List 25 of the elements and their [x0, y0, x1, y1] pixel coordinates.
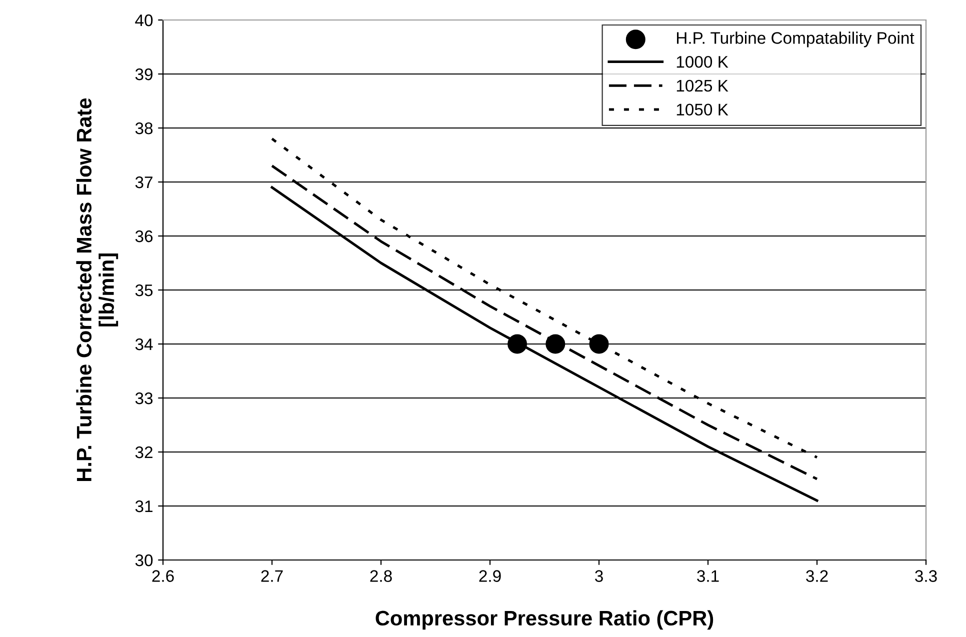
x-tick-label: 3 — [595, 570, 603, 582]
y-tick-label: 30 — [135, 554, 153, 566]
x-tick-label: 3.1 — [697, 570, 719, 582]
x-tick-label: 3.3 — [915, 570, 937, 582]
y-axis-title: H.P. Turbine Corrected Mass Flow Rate [lb/min] — [76, 98, 118, 481]
x-tick-label: 2.8 — [370, 570, 392, 582]
x-tick-label: 2.6 — [152, 570, 174, 582]
y-tick-label: 36 — [135, 230, 153, 242]
y-tick-label: 35 — [135, 284, 153, 296]
y-tick-label: 37 — [135, 176, 152, 188]
legend-label: H.P. Turbine Compatability Point — [677, 32, 914, 48]
x-tick-label: 2.7 — [261, 570, 283, 582]
y-tick-label: 39 — [135, 68, 152, 80]
legend-label: 1050 K — [676, 104, 728, 116]
x-tick-label: 2.9 — [479, 570, 501, 582]
y-tick-label: 38 — [135, 122, 153, 134]
y-tick-label: 33 — [135, 392, 153, 404]
y-tick-label: 32 — [135, 446, 152, 458]
y-tick-label: 34 — [135, 338, 153, 350]
x-axis-title: Compressor Pressure Ratio (CPR) — [376, 610, 714, 630]
x-tick-label: 3.2 — [806, 570, 828, 582]
legend-label: 1000 K — [676, 56, 728, 68]
legend-label: 1025 K — [676, 80, 728, 92]
y-tick-label: 31 — [135, 500, 152, 512]
y-tick-label: 40 — [135, 14, 153, 26]
